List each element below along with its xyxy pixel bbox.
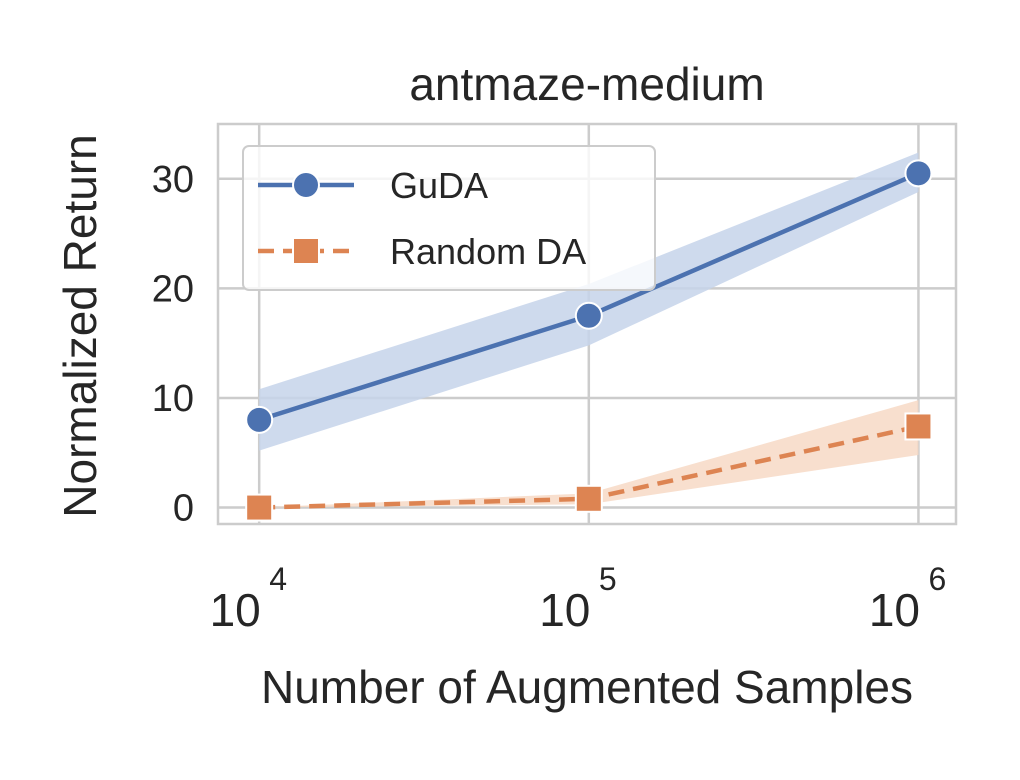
point-random-da-0 (245, 493, 274, 522)
x-tick-exponent-1: 5 (599, 561, 617, 597)
y-tick-label-10: 10 (152, 378, 194, 420)
series-markers (245, 159, 933, 522)
y-tick-label-20: 20 (152, 268, 194, 310)
y-tick-label-0: 0 (173, 488, 194, 530)
legend-label-random-da: Random DA (390, 231, 586, 272)
x-tick-exponent-2: 6 (929, 561, 947, 597)
point-random-da-1 (574, 484, 603, 513)
legend: GuDA Random DA (242, 145, 656, 291)
plot-frame (216, 122, 958, 526)
point-guda-1 (574, 301, 603, 330)
chart-title: antmaze-medium (409, 58, 764, 110)
x-axis-label: Number of Augmented Samples (261, 661, 913, 713)
legend-marker-random-da (292, 237, 320, 265)
x-tick-label-0: 10 (210, 584, 261, 636)
point-random-da-2 (904, 412, 933, 441)
legend-box (242, 145, 656, 291)
y-ticks: 0 10 20 30 (152, 159, 194, 530)
y-axis-label: Normalized Return (54, 134, 106, 517)
legend-marker-guda (292, 171, 320, 199)
legend-label-guda: GuDA (390, 165, 488, 206)
x-tick-exponent-0: 4 (269, 561, 287, 597)
x-tick-label-1: 10 (539, 584, 590, 636)
point-guda-0 (245, 405, 274, 434)
x-tick-label-2: 10 (869, 584, 920, 636)
point-guda-2 (904, 159, 933, 188)
y-tick-label-30: 30 (152, 159, 194, 201)
band-guda (259, 152, 919, 451)
